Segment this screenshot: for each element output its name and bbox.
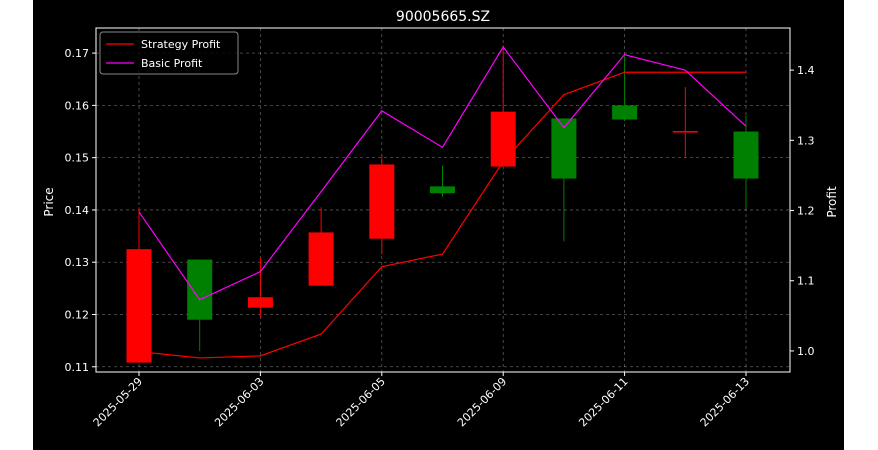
candle-body: [247, 297, 273, 308]
profit-lines: [138, 45, 747, 359]
legend-label: Basic Profit: [141, 57, 203, 70]
y-tick-label: 0.12: [65, 308, 90, 321]
y-tick-label: 0.16: [65, 99, 90, 112]
y-tick-label: 0.14: [65, 204, 90, 217]
candle-body: [430, 186, 455, 194]
candle-body: [187, 259, 213, 320]
series-line: [138, 45, 747, 301]
axes: 0.11 0.12 0.13 0.14 0.15 0.16 0.17 1.0 1.1 1.2 1.3…: [65, 27, 815, 429]
candle-body: [612, 105, 638, 120]
x-tick-label: 2025-06-13: [698, 375, 752, 429]
x-tick-label: 2025-06-09: [455, 375, 509, 429]
legend: Strategy Profit Basic Profit: [99, 31, 239, 75]
series-line: [138, 71, 746, 359]
x-tick-label: 2025-06-11: [576, 375, 630, 429]
candle-body: [369, 164, 395, 239]
y-tick-label: 0.17: [65, 47, 90, 60]
legend-box: [99, 31, 239, 75]
candles-group: [126, 45, 759, 363]
y-tick-label: 0.15: [65, 152, 90, 165]
chart-title: 90005665.SZ: [396, 9, 490, 25]
x-tick-label: 2025-06-03: [212, 375, 266, 429]
candlestick-chart: 90005665.SZ Price Profit 0.110.120.130.1…: [42, 9, 839, 429]
plot-frame: [95, 27, 791, 373]
x-tick-label: 2025-06-05: [334, 375, 388, 429]
chart-figure: 90005665.SZ Price Profit 0.11 0.12 0.13 0.1…: [33, 0, 844, 450]
y-tick-label: 0.13: [65, 256, 90, 269]
candle-body: [672, 130, 698, 133]
y2-tick-label: 1.4: [797, 64, 815, 77]
candle-body: [308, 232, 334, 286]
y-tick-label: 0.11: [65, 361, 90, 374]
candle-body: [490, 111, 516, 167]
y2-axis-label: Profit: [825, 186, 839, 218]
y2-tick-label: 1.1: [797, 275, 815, 288]
candle-body: [126, 249, 152, 363]
y2-tick-label: 1.3: [797, 134, 815, 147]
y2-tick-label: 1.0: [797, 345, 815, 358]
y2-tick-label: 1.2: [797, 205, 815, 218]
legend-label: Strategy Profit: [141, 38, 221, 51]
candle-body: [733, 131, 759, 179]
y-axis-label: Price: [42, 187, 56, 216]
x-tick-label: 2025-05-29: [91, 375, 145, 429]
